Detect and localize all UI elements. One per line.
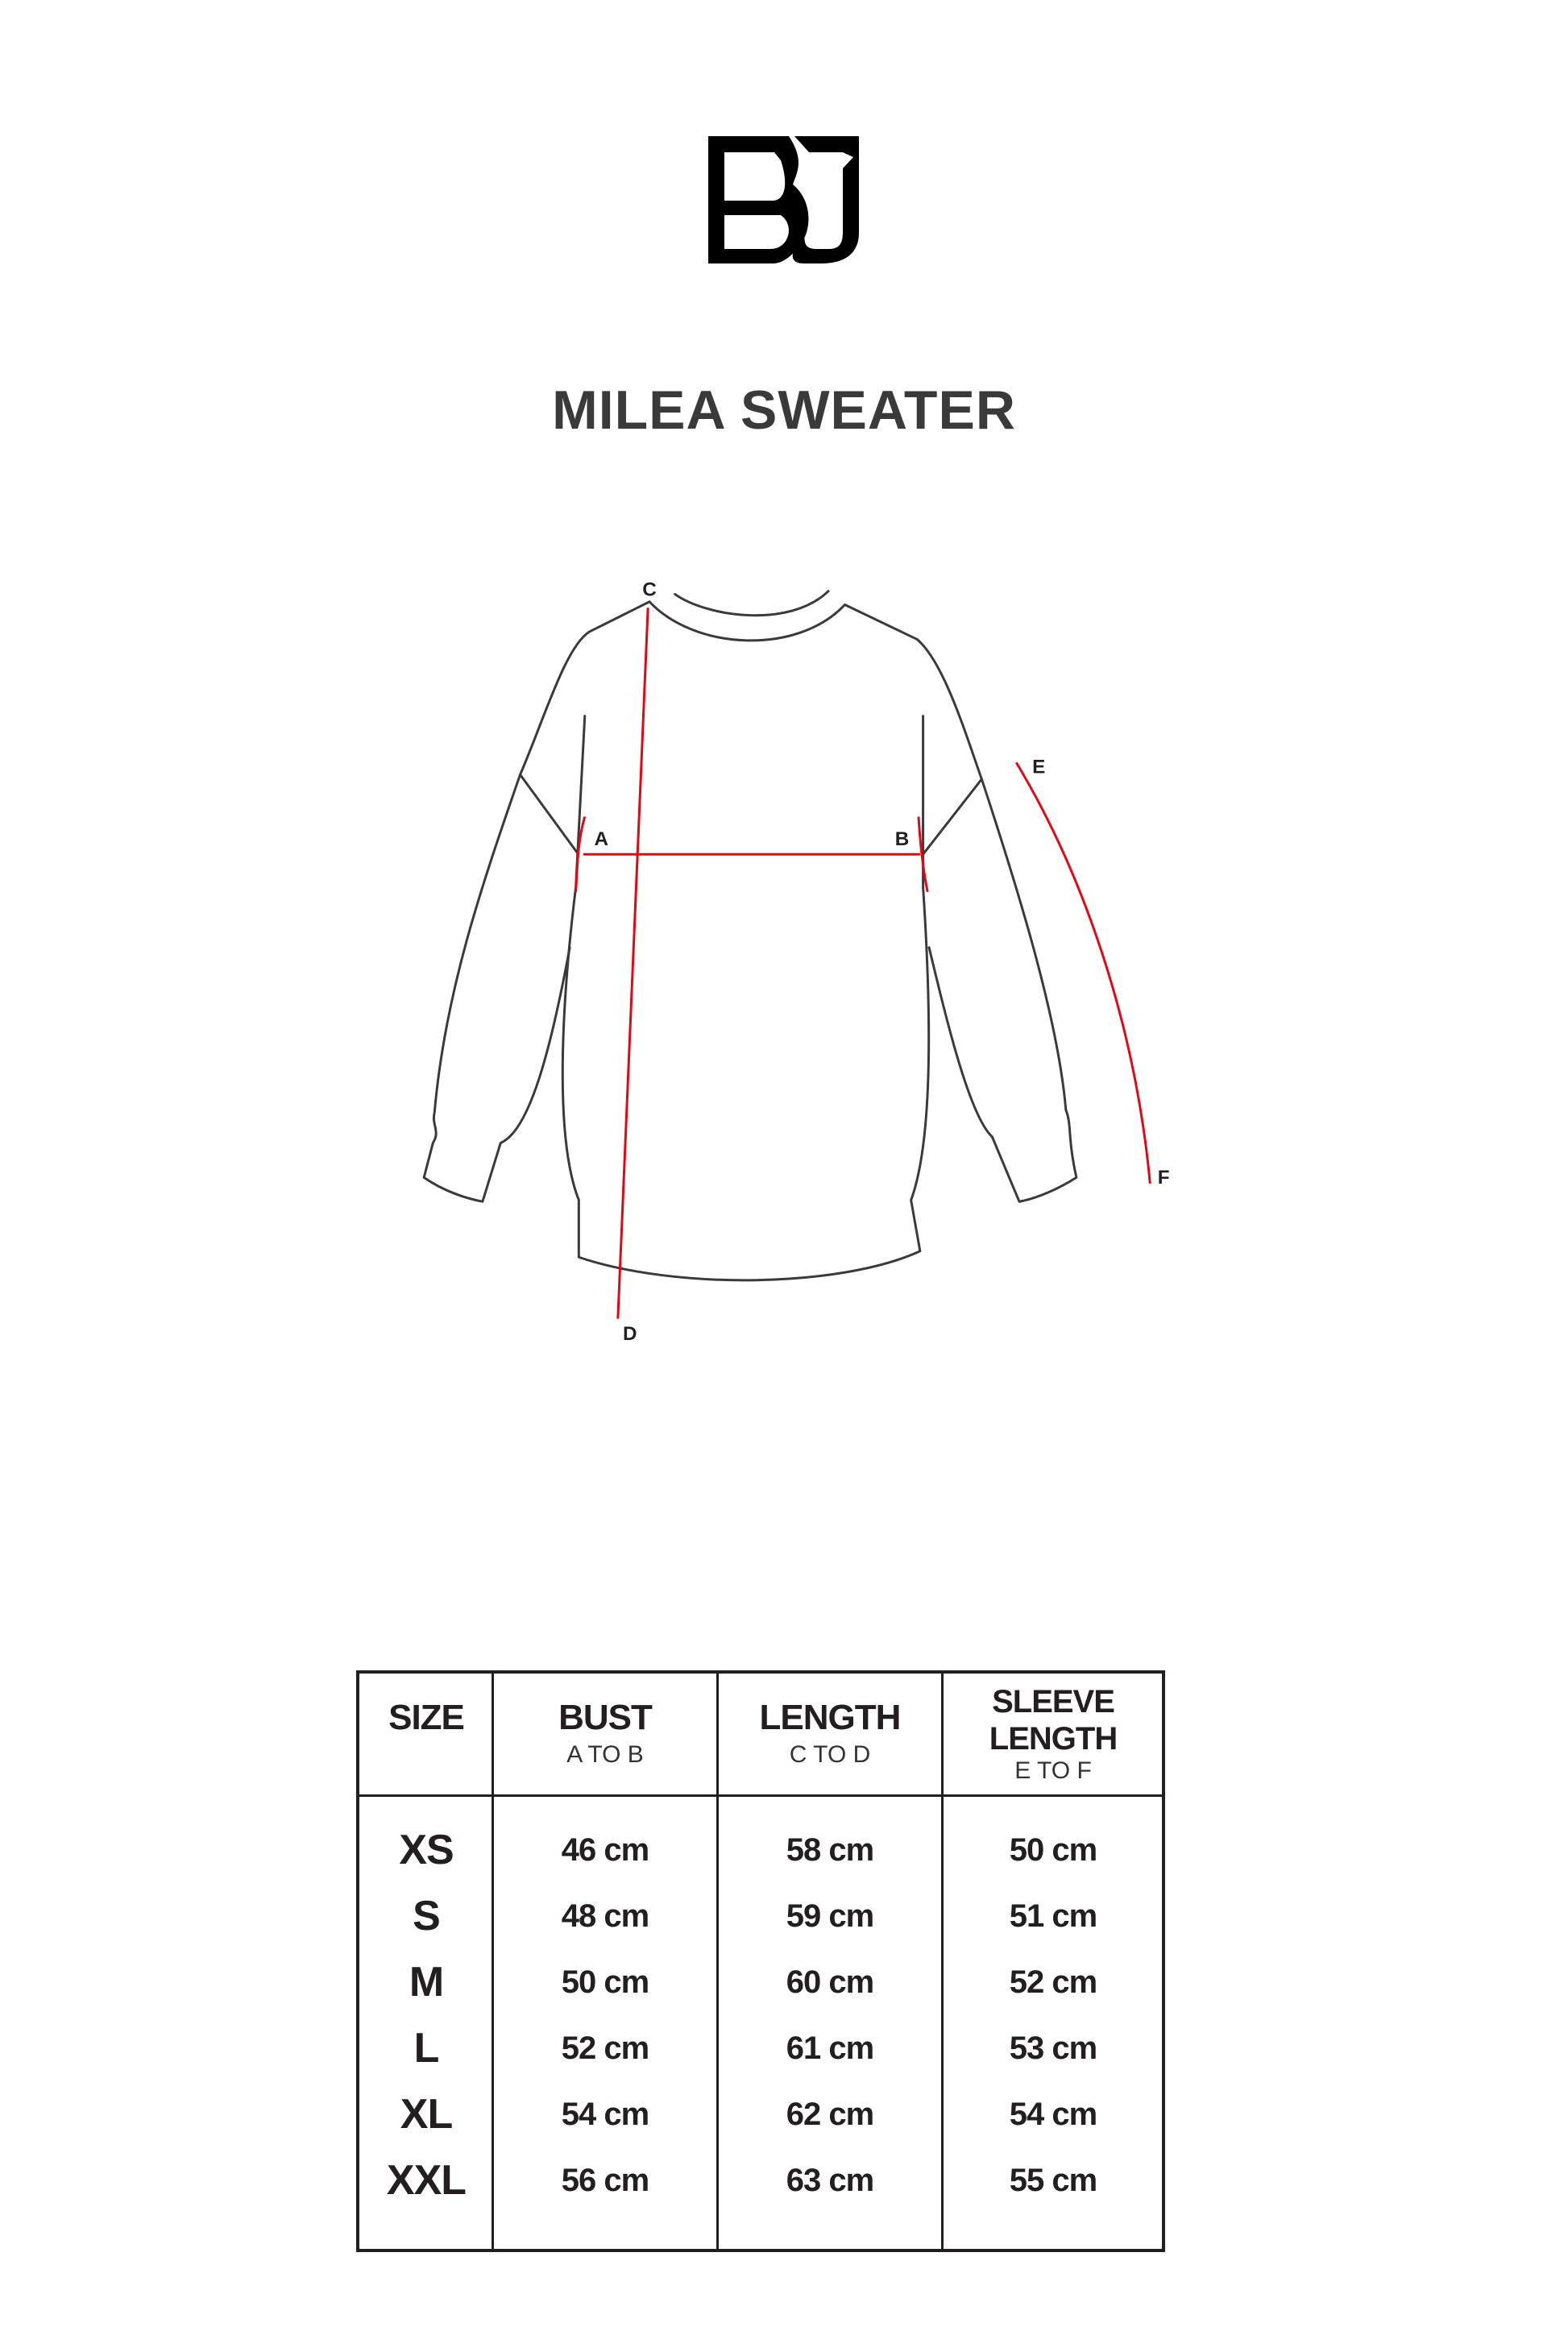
- header-size: SIZE: [359, 1674, 493, 1794]
- cell-bust: 52 cm: [561, 2030, 649, 2066]
- right-shoulder: [844, 604, 983, 781]
- cell-length: 61 cm: [786, 2030, 874, 2066]
- table-row: XXL 56 cm 63 cm 55 cm: [359, 2147, 1162, 2213]
- header-title: BUST: [558, 1698, 653, 1737]
- label-e: E: [1032, 756, 1045, 778]
- bust-left-mark: [575, 816, 587, 892]
- header-subtitle: E TO F: [1014, 1757, 1092, 1784]
- cell-sleeve: 54 cm: [1009, 2096, 1097, 2132]
- cell-bust: 50 cm: [561, 1964, 649, 2000]
- table-row: S 48 cm 59 cm 51 cm: [359, 1883, 1162, 1949]
- cell-sleeve: 55 cm: [1009, 2162, 1097, 2198]
- header-divider: [359, 1794, 1162, 1797]
- cell-length: 60 cm: [786, 1964, 874, 2000]
- logo-letter-b: [708, 136, 809, 263]
- column-divider: [941, 1674, 944, 2249]
- label-b: B: [895, 828, 910, 850]
- cell-sleeve: 53 cm: [1009, 2030, 1097, 2066]
- cell-sleeve: 51 cm: [1009, 1898, 1097, 1934]
- collar-outer: [674, 590, 830, 617]
- cell-length: 62 cm: [786, 2096, 874, 2132]
- header-subtitle: C TO D: [789, 1741, 871, 1768]
- cell-sleeve: 52 cm: [1009, 1964, 1097, 2000]
- cell-size: M: [409, 1959, 444, 2006]
- bust-right-mark: [917, 816, 929, 893]
- header-title: LENGTH: [759, 1698, 902, 1737]
- right-sleeve: [927, 778, 1078, 1203]
- cell-bust: 54 cm: [561, 2096, 649, 2132]
- header-subtitle: A TO B: [566, 1741, 644, 1768]
- brand-logo: [708, 136, 859, 263]
- label-c: C: [642, 579, 657, 600]
- header-sleeve-length: SLEEVE LENGTH E TO F: [944, 1674, 1163, 1794]
- cell-size: L: [413, 2025, 440, 2072]
- cell-size: XXL: [386, 2157, 467, 2204]
- cell-bust: 46 cm: [561, 1831, 649, 1868]
- left-shoulder: [519, 600, 651, 776]
- product-title: MILEA SWEATER: [552, 380, 1016, 441]
- sleeve-measure-line: [1014, 761, 1151, 1184]
- size-chart-table: SIZE BUST A TO B LENGTH C TO D SLEEVE LE…: [356, 1670, 1165, 2252]
- header-bust: BUST A TO B: [494, 1674, 716, 1794]
- column-divider: [492, 1674, 494, 2249]
- header-title: SIZE: [388, 1698, 465, 1737]
- cell-length: 63 cm: [786, 2162, 874, 2198]
- cell-size: XS: [399, 1827, 454, 1873]
- table-row: XL 54 cm 62 cm 54 cm: [359, 2081, 1162, 2147]
- table-row: L 52 cm 61 cm 53 cm: [359, 2015, 1162, 2081]
- header-length: LENGTH C TO D: [719, 1674, 941, 1794]
- cell-size: XL: [400, 2091, 453, 2138]
- label-f: F: [1158, 1167, 1170, 1188]
- body: [561, 715, 931, 1282]
- right-armhole-seam: [922, 778, 983, 856]
- label-d: D: [623, 1323, 637, 1345]
- cell-bust: 56 cm: [561, 2162, 649, 2198]
- table-row: M 50 cm 60 cm 52 cm: [359, 1949, 1162, 2015]
- header-title: SLEEVE LENGTH: [989, 1684, 1118, 1757]
- length-measure-line: [616, 608, 649, 1319]
- cell-length: 58 cm: [786, 1831, 874, 1868]
- left-sleeve: [422, 773, 571, 1203]
- table-row: XS 46 cm 58 cm 50 cm: [359, 1817, 1162, 1883]
- cell-length: 59 cm: [786, 1898, 874, 1934]
- logo-letter-j: [792, 136, 859, 263]
- label-a: A: [595, 828, 609, 850]
- cell-size: S: [413, 1893, 441, 1939]
- left-armhole-seam: [519, 773, 579, 854]
- column-divider: [716, 1674, 719, 2249]
- collar-inner: [648, 600, 847, 642]
- cell-sleeve: 50 cm: [1009, 1831, 1097, 1868]
- cell-bust: 48 cm: [561, 1898, 649, 1934]
